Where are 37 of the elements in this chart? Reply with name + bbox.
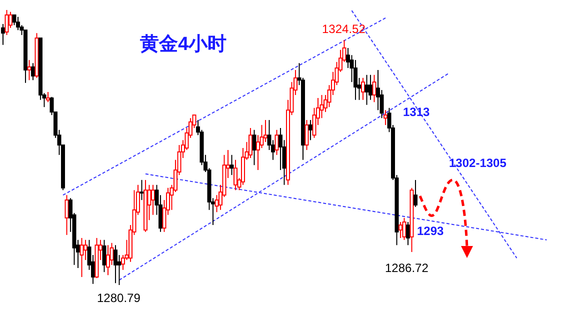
candlestick: [406, 222, 410, 246]
annotation: 1293: [417, 224, 444, 238]
text: 1280.79: [97, 291, 141, 305]
candlestick: [414, 179, 418, 208]
annotation: 1302-1305: [449, 156, 507, 170]
candlestick: [304, 120, 309, 150]
candlestick: [364, 74, 369, 106]
candlestick: [12, 14, 16, 26]
annotation: 1313: [403, 105, 430, 119]
candlestick: [4, 10, 9, 36]
candlestick: [102, 239, 106, 273]
text: 黄金4小时: [139, 33, 227, 55]
candlestick: [274, 129, 279, 156]
candlestick: [1, 24, 5, 46]
candlestick: [308, 120, 312, 141]
candlestick: [31, 62, 35, 81]
candlestick: [80, 237, 84, 278]
candlestick: [234, 159, 238, 191]
candlestick: [384, 110, 388, 126]
candlestick: [140, 179, 144, 201]
candlestick: [27, 60, 32, 81]
candlestick: [46, 91, 50, 103]
annotation: 1324.52: [322, 22, 366, 36]
candlestick: [372, 74, 376, 103]
candlestick: [16, 16, 20, 31]
candlestick: [230, 154, 234, 176]
candlestick: [84, 239, 88, 260]
candlestick: [248, 127, 252, 158]
candlestick: [106, 244, 110, 276]
candlestick: [361, 77, 365, 100]
candlestick: [398, 222, 402, 238]
candlestick: [252, 129, 256, 166]
candlestick: [114, 244, 118, 284]
candlestick: [402, 217, 406, 240]
candlestick: [151, 184, 155, 216]
annotation: 1286.72: [385, 261, 429, 275]
candlestick: [8, 11, 12, 28]
